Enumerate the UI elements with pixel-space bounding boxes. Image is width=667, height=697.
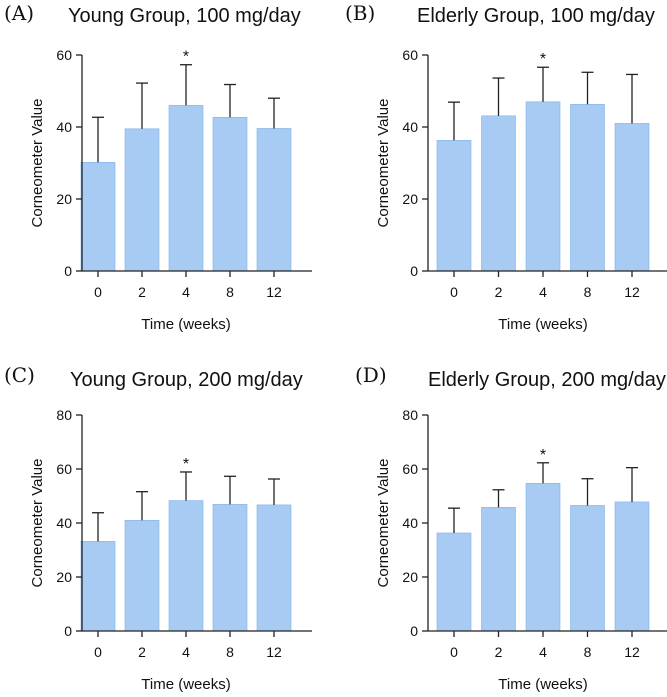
x-tick-label: 2 xyxy=(495,284,503,300)
y-tick-label: 60 xyxy=(56,461,72,477)
x-tick-label: 12 xyxy=(266,644,282,660)
y-tick-label: 40 xyxy=(402,119,418,135)
y-axis-title: Corneometer Value xyxy=(29,99,46,228)
chart-panel-b: (B) Elderly Group, 100 mg/day * 0 20 40 60 0 2 4 8… xyxy=(345,1,667,333)
x-axis-title: Time (weeks) xyxy=(141,676,230,693)
y-axis-title: Corneometer Value xyxy=(29,459,46,588)
significance-marker: * xyxy=(540,447,546,464)
x-tick-label: 8 xyxy=(226,644,234,660)
y-tick-label: 0 xyxy=(410,623,418,639)
y-tick-label: 20 xyxy=(56,191,72,207)
x-tick-label: 4 xyxy=(182,284,190,300)
chart-title: Elderly Group, 200 mg/day xyxy=(428,369,666,391)
y-tick-label: 40 xyxy=(56,119,72,135)
x-tick-label: 12 xyxy=(266,284,282,300)
y-axis-title: Corneometer Value xyxy=(375,459,392,588)
y-tick-label: 60 xyxy=(56,47,72,63)
x-axis-title: Time (weeks) xyxy=(498,676,587,693)
bar xyxy=(124,519,160,632)
bar xyxy=(80,161,116,272)
y-tick-label: 40 xyxy=(402,515,418,531)
x-tick-label: 4 xyxy=(182,644,190,660)
chart-title: Young Group, 100 mg/day xyxy=(68,5,301,27)
y-tick-label: 60 xyxy=(402,461,418,477)
bar xyxy=(570,505,605,632)
bar xyxy=(481,507,516,632)
bar xyxy=(481,115,516,272)
y-tick-label: 0 xyxy=(410,263,418,279)
x-tick-label: 8 xyxy=(226,284,234,300)
bar xyxy=(168,500,204,632)
x-tick-label: 4 xyxy=(539,284,547,300)
bar xyxy=(525,101,561,272)
x-tick-label: 2 xyxy=(138,644,146,660)
x-tick-label: 2 xyxy=(495,644,503,660)
bar xyxy=(614,501,650,632)
y-tick-label: 20 xyxy=(402,569,418,585)
y-tick-label: 60 xyxy=(402,47,418,63)
y-axis-title: Corneometer Value xyxy=(375,99,392,228)
bar xyxy=(256,128,292,272)
bar xyxy=(212,504,248,632)
bar xyxy=(525,483,561,632)
bar xyxy=(614,123,650,272)
chart-panel-c: (C) Young Group, 200 mg/day * 0 20 40 60 80 0 2 4 8… xyxy=(4,363,312,693)
significance-marker: * xyxy=(183,456,189,473)
x-tick-label: 0 xyxy=(94,644,102,660)
significance-marker: * xyxy=(540,51,546,68)
x-axis-title: Time (weeks) xyxy=(141,316,230,333)
x-tick-label: 8 xyxy=(584,644,592,660)
y-tick-label: 20 xyxy=(402,191,418,207)
y-tick-label: 0 xyxy=(64,263,72,279)
x-tick-label: 4 xyxy=(539,644,547,660)
y-tick-label: 80 xyxy=(56,407,72,423)
y-tick-label: 20 xyxy=(56,569,72,585)
x-tick-label: 8 xyxy=(584,284,592,300)
panel-label: (A) xyxy=(4,1,34,25)
x-axis-title: Time (weeks) xyxy=(498,316,587,333)
panel-label: (B) xyxy=(345,1,375,25)
bar xyxy=(436,532,472,632)
x-tick-label: 0 xyxy=(450,284,458,300)
x-tick-label: 2 xyxy=(138,284,146,300)
bar xyxy=(256,504,292,632)
bar xyxy=(80,541,116,632)
bar xyxy=(212,116,248,272)
y-tick-label: 40 xyxy=(56,515,72,531)
chart-title: Elderly Group, 100 mg/day xyxy=(417,5,655,27)
x-tick-label: 0 xyxy=(450,644,458,660)
bar xyxy=(168,105,204,272)
bar xyxy=(124,128,160,272)
bar xyxy=(570,104,605,272)
y-tick-label: 0 xyxy=(64,623,72,639)
significance-marker: * xyxy=(183,49,189,66)
chart-title: Young Group, 200 mg/day xyxy=(70,369,303,391)
chart-panel-a: (A) Young Group, 100 mg/day * 0 20 40 60 0 2 4 8 12… xyxy=(4,1,312,333)
x-tick-label: 0 xyxy=(94,284,102,300)
bar xyxy=(436,140,472,272)
chart-panel-d: (D) Elderly Group, 200 mg/day * 0 20 40 60 80 0 2… xyxy=(355,363,667,693)
y-tick-label: 80 xyxy=(402,407,418,423)
x-tick-label: 12 xyxy=(624,284,640,300)
panel-label: (D) xyxy=(355,363,387,387)
x-tick-label: 12 xyxy=(624,644,640,660)
panel-label: (C) xyxy=(4,363,35,387)
